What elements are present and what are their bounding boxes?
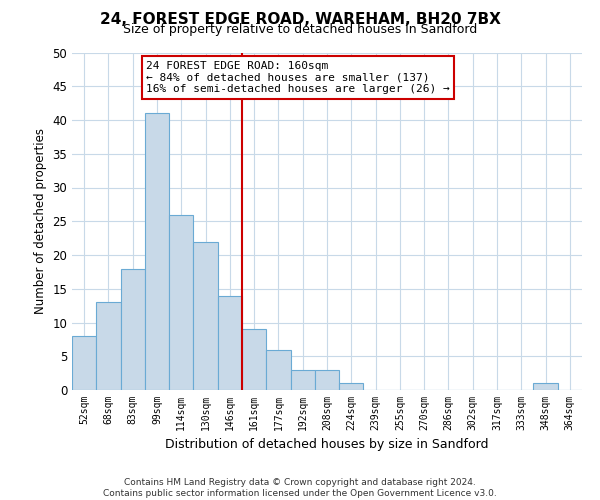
Bar [96, 302, 121, 390]
Bar [72, 336, 96, 390]
Bar [533, 383, 558, 390]
Bar [169, 214, 193, 390]
Bar [242, 329, 266, 390]
X-axis label: Distribution of detached houses by size in Sandford: Distribution of detached houses by size … [165, 438, 489, 452]
Bar [266, 350, 290, 390]
Bar [339, 383, 364, 390]
Bar [218, 296, 242, 390]
Text: 24 FOREST EDGE ROAD: 160sqm
← 84% of detached houses are smaller (137)
16% of se: 24 FOREST EDGE ROAD: 160sqm ← 84% of det… [146, 61, 450, 94]
Text: Contains HM Land Registry data © Crown copyright and database right 2024.
Contai: Contains HM Land Registry data © Crown c… [103, 478, 497, 498]
Bar [290, 370, 315, 390]
Bar [315, 370, 339, 390]
Y-axis label: Number of detached properties: Number of detached properties [34, 128, 47, 314]
Text: 24, FOREST EDGE ROAD, WAREHAM, BH20 7BX: 24, FOREST EDGE ROAD, WAREHAM, BH20 7BX [100, 12, 500, 28]
Bar [121, 268, 145, 390]
Bar [193, 242, 218, 390]
Text: Size of property relative to detached houses in Sandford: Size of property relative to detached ho… [123, 22, 477, 36]
Bar [145, 114, 169, 390]
